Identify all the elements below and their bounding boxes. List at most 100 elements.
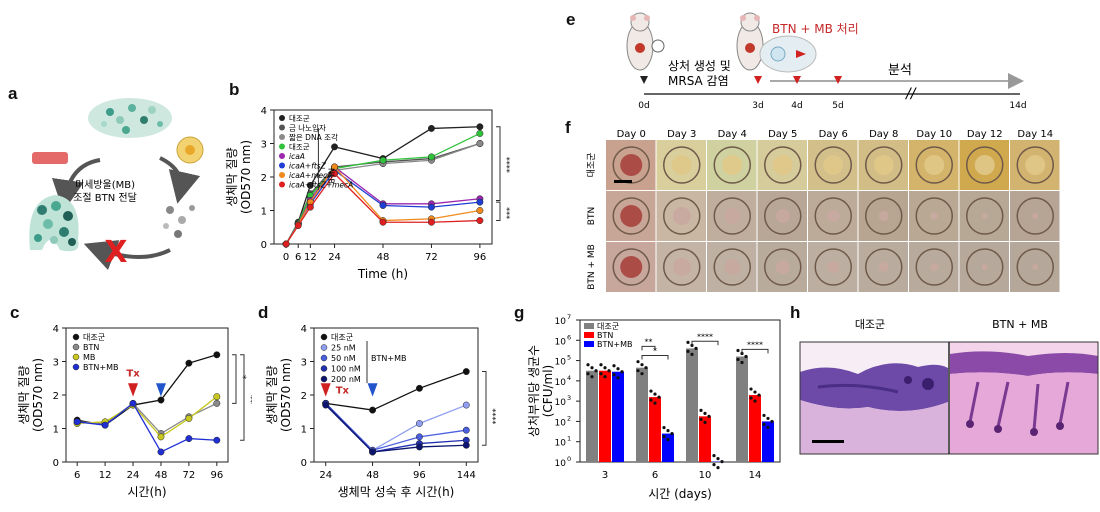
wound-ring [915,248,953,286]
wound-center [620,256,643,278]
legend-label: 200 nM [331,375,361,384]
y-tick-label: 4 [301,324,307,335]
bar-dot [712,453,716,458]
panel-label-a: a [8,84,18,103]
wound-center [930,263,939,271]
series-line [325,404,467,453]
data-point [462,441,470,449]
y-tick-label: 4 [261,106,267,117]
legend-label: 대조군 [289,143,310,152]
bar-dot [636,360,640,364]
day-column-label: Day 12 [967,129,1003,140]
plot-frame [579,319,781,463]
bar-dot [586,363,590,367]
data-point [157,396,165,404]
bar [586,370,598,462]
bar-dot [749,387,753,391]
wound-ring [764,248,802,286]
legend-marker [279,153,285,159]
sig-bracket [482,371,487,446]
bar-dot [686,349,690,353]
wound-ring [612,248,650,286]
bar-dot [662,426,666,430]
y-tick-label: 10 [555,459,567,469]
day-column-label: Day 14 [1017,129,1053,140]
bar-dot [640,363,644,367]
y-tick-exponent: 6 [567,333,571,341]
wound-center [775,209,790,223]
y-tick-label: 10 [555,439,567,449]
data-point [476,217,484,225]
data-point [369,448,377,456]
sig-bracket-a [232,354,237,404]
legend-marker [72,333,80,341]
data-point [476,130,484,137]
bar-dot [599,363,603,367]
chart-g: 10 010 110 210 310 410 510 610 73 6 10 14**********… [527,313,781,501]
legend-marker [279,134,285,140]
sig-label-upper: **** [502,157,511,173]
panel-label-e: e [566,10,576,29]
bar-dot [753,399,757,403]
wound-center [772,155,793,175]
bar [612,371,624,462]
data-point [213,351,221,359]
infection-marker [640,76,648,84]
bar-dot [620,370,624,374]
microbubble-bar-icon [32,152,68,164]
histology-left-title: 대조군 [855,318,885,331]
arrow-bottom-left [83,240,171,271]
tx-marker-red [128,383,139,397]
legend-marker [320,344,328,351]
y-tick-label: 0 [53,458,59,469]
bar-dot [666,438,670,442]
sig-bracket [741,348,769,354]
legend-label: BTN [83,343,99,352]
wound-center [924,155,945,175]
data-point [129,399,137,407]
legend-label: BTN+MB [83,363,118,372]
wound-center [878,211,889,221]
data-point [476,140,484,147]
data-point [322,401,330,409]
day-label-3: 3d [752,101,763,111]
y-tick-label: 10 [555,418,567,428]
data-point [415,433,423,441]
data-point [185,359,193,367]
bar-dot [690,343,694,347]
legend-label: 100 nM [331,365,361,374]
bar [762,421,774,462]
bar [686,348,698,462]
x-tick-label: 96 [210,470,223,481]
tx-marker-blue [367,383,378,397]
legend-label: 대조군 [597,322,619,331]
bar-dot [649,398,653,402]
y-axis-label-2: (OD570 nm) [31,358,45,432]
bar-dot [699,408,703,412]
bar-dot [590,366,594,370]
x-tick-label: 10 [699,470,712,481]
tx-marker-blue [155,383,166,397]
bar-dot [666,429,670,433]
analysis-label: 분석 [888,63,912,78]
data-point [476,123,484,131]
bar-dot [640,372,644,376]
bar-dot [716,456,720,461]
legend-label: icaA [289,152,305,161]
wound-center [981,213,988,219]
series-line [77,396,218,438]
histology-right-title: BTN + MB [992,318,1048,331]
y-tick-label: 3 [53,358,59,369]
sig-label-b: ** [245,395,252,405]
wound-center [823,155,844,175]
wound-center [827,210,840,222]
sig-bracket [691,340,719,346]
data-point [213,436,221,444]
bar-dot [766,416,770,421]
tx-label: Tx [126,369,140,380]
wound-ring [1016,248,1054,286]
wound-ring [764,197,802,235]
y-tick-exponent: 1 [567,435,571,443]
